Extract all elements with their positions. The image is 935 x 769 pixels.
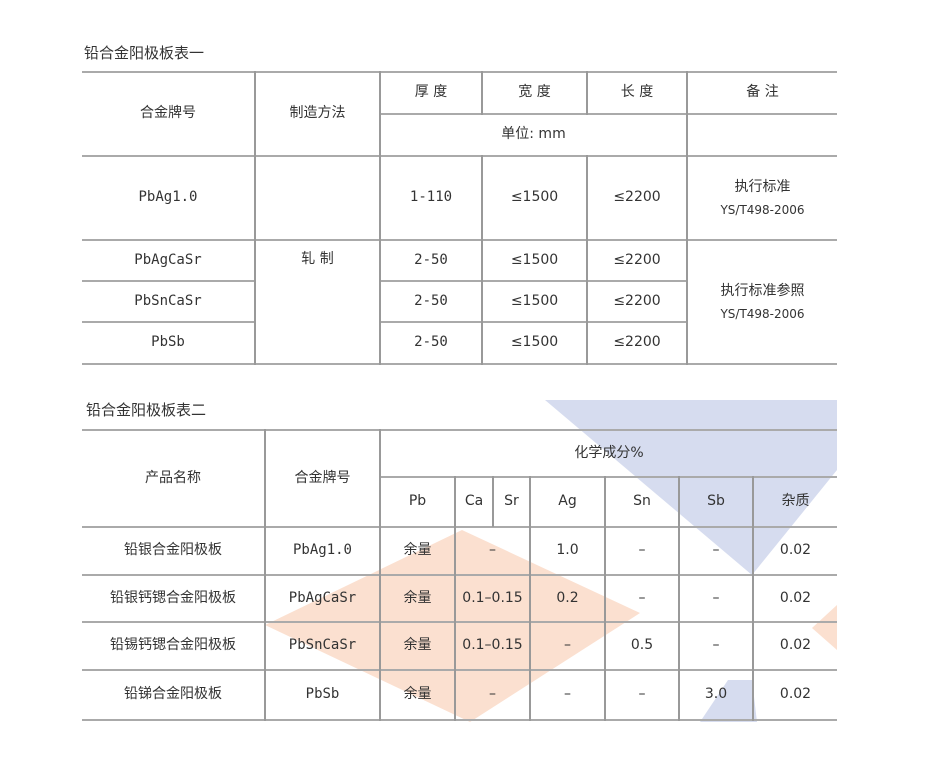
row-alloy: PbAg1.0: [138, 189, 198, 206]
orange-edge-shape: [812, 605, 837, 650]
remark-standard: YS/T498-2006: [720, 306, 805, 321]
method-value: 轧 制: [301, 251, 334, 268]
cell-sb: 3.0: [704, 686, 728, 703]
cell-ag: 1.0: [556, 542, 579, 559]
row-thickness: 2-50: [414, 292, 448, 309]
cell-sb: –: [712, 542, 720, 559]
header-method: 制造方法: [289, 105, 346, 122]
header-composition: 化学成分%: [574, 444, 644, 461]
header-sb: Sb: [707, 493, 725, 510]
cell-ag: 0.2: [556, 589, 579, 606]
cell-alloy: PbSnCaSr: [288, 637, 357, 654]
row-width: ≤1500: [510, 189, 559, 206]
header-ag: Ag: [558, 493, 577, 510]
cell-product: 铅银合金阳极板: [124, 542, 222, 559]
blue-triangle-shape: [545, 400, 837, 575]
cell-impurity: 0.02: [779, 542, 812, 559]
cell-product: 铅锡钙锶合金阳极板: [110, 637, 236, 654]
header-ca: Ca: [464, 493, 484, 510]
row-alloy: PbSnCaSr: [134, 292, 202, 309]
cell-pb: 余量: [403, 589, 432, 606]
cell-casr: 0.1–0.15: [462, 637, 523, 654]
header-width: 宽 度: [518, 84, 551, 101]
row-length: ≤2200: [613, 292, 661, 309]
cell-impurity: 0.02: [779, 686, 812, 703]
row-thickness: 2-50: [414, 251, 448, 268]
cell-casr: –: [489, 542, 496, 559]
header-thickness: 厚 度: [414, 84, 448, 101]
row-length: ≤2200: [613, 189, 661, 206]
row-width: ≤1500: [510, 292, 559, 309]
cell-sn: –: [638, 686, 646, 703]
cell-product: 铅锑合金阳极板: [124, 686, 222, 703]
row-alloy: PbAgCaSr: [134, 251, 202, 268]
cell-pb: 余量: [403, 686, 432, 703]
row-width: ≤1500: [510, 334, 559, 351]
row-thickness: 2-50: [414, 334, 448, 351]
header-sn: Sn: [633, 493, 651, 510]
remark-standard: YS/T498-2006: [720, 202, 805, 217]
header-remark: 备 注: [746, 84, 779, 101]
cell-impurity: 0.02: [779, 637, 812, 654]
blue-bottom-triangle-shape: [700, 680, 757, 722]
header-pb: Pb: [408, 493, 427, 510]
cell-product: 铅银钙锶合金阳极板: [110, 589, 236, 606]
cell-sn: –: [638, 589, 646, 606]
cell-sb: –: [712, 589, 720, 606]
table1-title: 铅合金阳极板表一: [84, 44, 205, 62]
row-width: ≤1500: [510, 251, 559, 268]
header-length: 长 度: [620, 84, 654, 101]
cell-pb: 余量: [403, 542, 432, 559]
cell-sn: –: [638, 542, 646, 559]
cell-ag: –: [564, 686, 571, 703]
cell-alloy: PbSb: [305, 686, 340, 703]
cell-alloy: PbAg1.0: [292, 542, 352, 559]
header-sr: Sr: [504, 493, 519, 510]
row-length: ≤2200: [613, 334, 661, 351]
cell-casr: –: [489, 686, 496, 703]
cell-casr: 0.1–0.15: [462, 589, 523, 606]
table2-title: 铅合金阳极板表二: [86, 401, 207, 419]
row-alloy: PbSb: [151, 334, 185, 351]
orange-diamond-shape: [265, 530, 640, 722]
row-thickness: 1-110: [409, 189, 453, 206]
header-alloy: 合金牌号: [140, 105, 196, 122]
header-alloy: 合金牌号: [294, 469, 351, 486]
cell-ag: –: [564, 637, 571, 654]
row-length: ≤2200: [613, 251, 661, 268]
header-impurity: 杂质: [781, 493, 810, 510]
cell-pb: 余量: [403, 637, 432, 654]
cell-impurity: 0.02: [779, 589, 812, 606]
remark-line: 执行标准参照: [720, 282, 805, 299]
remark-1: 执行标准 YS/T498-2006: [688, 157, 837, 239]
header-product: 产品名称: [145, 469, 201, 486]
cell-alloy: PbAgCaSr: [288, 589, 357, 606]
header-unit: 单位: mm: [501, 126, 566, 143]
remark-line: 执行标准: [734, 178, 791, 195]
cell-sn: 0.5: [630, 637, 654, 654]
cell-sb: –: [712, 637, 720, 654]
remark-2: 执行标准参照 YS/T498-2006: [688, 241, 837, 363]
